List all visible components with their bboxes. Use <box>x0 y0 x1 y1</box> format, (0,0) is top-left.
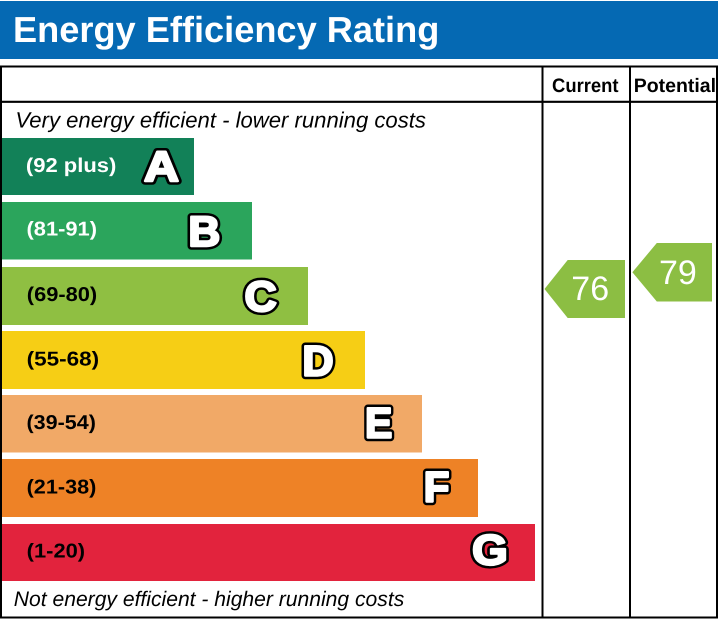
svg-text:Potential: Potential <box>634 75 716 97</box>
svg-text:D: D <box>302 339 333 386</box>
svg-text:C: C <box>245 274 277 321</box>
svg-text:(55-68): (55-68) <box>27 348 100 370</box>
svg-text:F: F <box>424 465 450 512</box>
svg-text:(39-54): (39-54) <box>27 412 96 434</box>
svg-text:E: E <box>365 400 392 447</box>
svg-text:E: E <box>365 400 392 447</box>
svg-text:Energy Efficiency Rating: Energy Efficiency Rating <box>13 9 439 50</box>
svg-text:Not energy efficient - higher: Not energy efficient - higher running co… <box>14 588 405 611</box>
svg-text:76: 76 <box>571 270 609 308</box>
svg-text:Current: Current <box>552 75 619 97</box>
svg-text:D: D <box>302 339 333 386</box>
svg-text:(92 plus): (92 plus) <box>26 155 117 177</box>
svg-text:(81-91): (81-91) <box>27 219 98 241</box>
svg-text:(21-38): (21-38) <box>27 477 97 499</box>
svg-text:(1-20): (1-20) <box>27 541 85 563</box>
svg-text:A: A <box>144 144 179 191</box>
svg-text:B: B <box>188 209 220 256</box>
svg-text:G: G <box>472 528 508 575</box>
svg-text:A: A <box>144 144 179 191</box>
svg-text:(69-80): (69-80) <box>27 284 97 306</box>
svg-text:Very energy efficient - lower: Very energy efficient - lower running co… <box>15 108 426 133</box>
svg-text:B: B <box>188 209 220 256</box>
svg-text:C: C <box>245 274 277 321</box>
svg-text:79: 79 <box>659 254 697 292</box>
svg-text:F: F <box>424 465 450 512</box>
svg-text:G: G <box>472 528 508 575</box>
